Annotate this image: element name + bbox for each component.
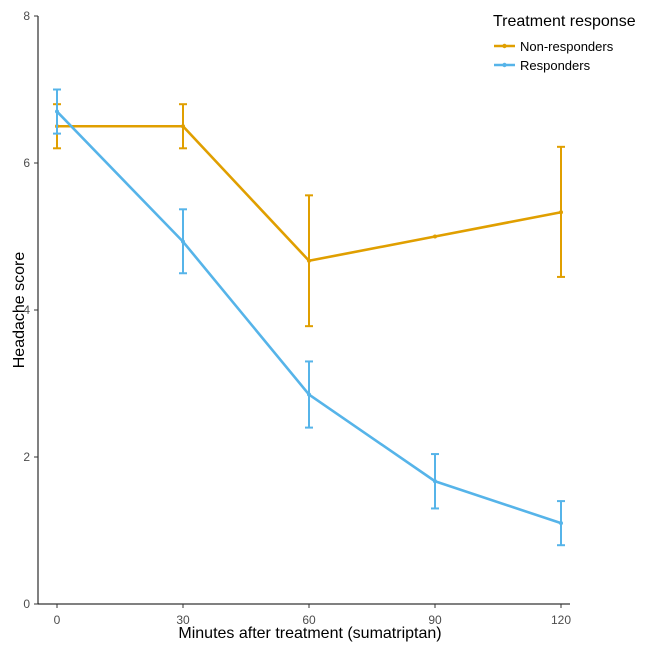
x-tick-label: 120 bbox=[551, 613, 571, 627]
y-axis-title: Headache score bbox=[11, 252, 28, 369]
data-point bbox=[55, 109, 59, 114]
x-tick-label: 90 bbox=[428, 613, 442, 627]
data-point bbox=[559, 210, 563, 215]
data-point bbox=[559, 521, 563, 526]
data-point bbox=[433, 234, 437, 239]
legend-label: Responders bbox=[520, 58, 591, 73]
y-tick-label: 0 bbox=[23, 597, 30, 611]
x-tick-label: 60 bbox=[302, 613, 316, 627]
data-point bbox=[181, 239, 185, 244]
legend-label: Non-responders bbox=[520, 39, 614, 54]
y-tick-label: 2 bbox=[23, 450, 30, 464]
legend: Treatment response Non-responders Respond… bbox=[493, 13, 636, 73]
legend-items: Non-responders Responders bbox=[494, 39, 614, 73]
axes bbox=[37, 16, 570, 605]
y-tick-label: 6 bbox=[23, 156, 30, 170]
series bbox=[53, 88, 565, 547]
legend-title: Treatment response bbox=[493, 13, 636, 30]
y-tick-label: 4 bbox=[23, 303, 30, 317]
series-non-responders bbox=[53, 103, 565, 328]
x-axis-title: Minutes after treatment (sumatriptan) bbox=[178, 625, 441, 642]
x-tick-label: 30 bbox=[176, 613, 190, 627]
series-responders bbox=[53, 88, 565, 547]
legend-marker bbox=[502, 62, 507, 68]
y-tick-label: 8 bbox=[23, 9, 30, 23]
data-point bbox=[433, 479, 437, 484]
x-tick-label: 0 bbox=[54, 613, 61, 627]
legend-marker bbox=[502, 43, 507, 49]
data-point bbox=[307, 258, 311, 263]
ticks: 0 2 4 6 8 0 30 60 90 120 bbox=[23, 9, 571, 627]
data-point bbox=[181, 124, 185, 129]
data-point bbox=[307, 392, 311, 397]
